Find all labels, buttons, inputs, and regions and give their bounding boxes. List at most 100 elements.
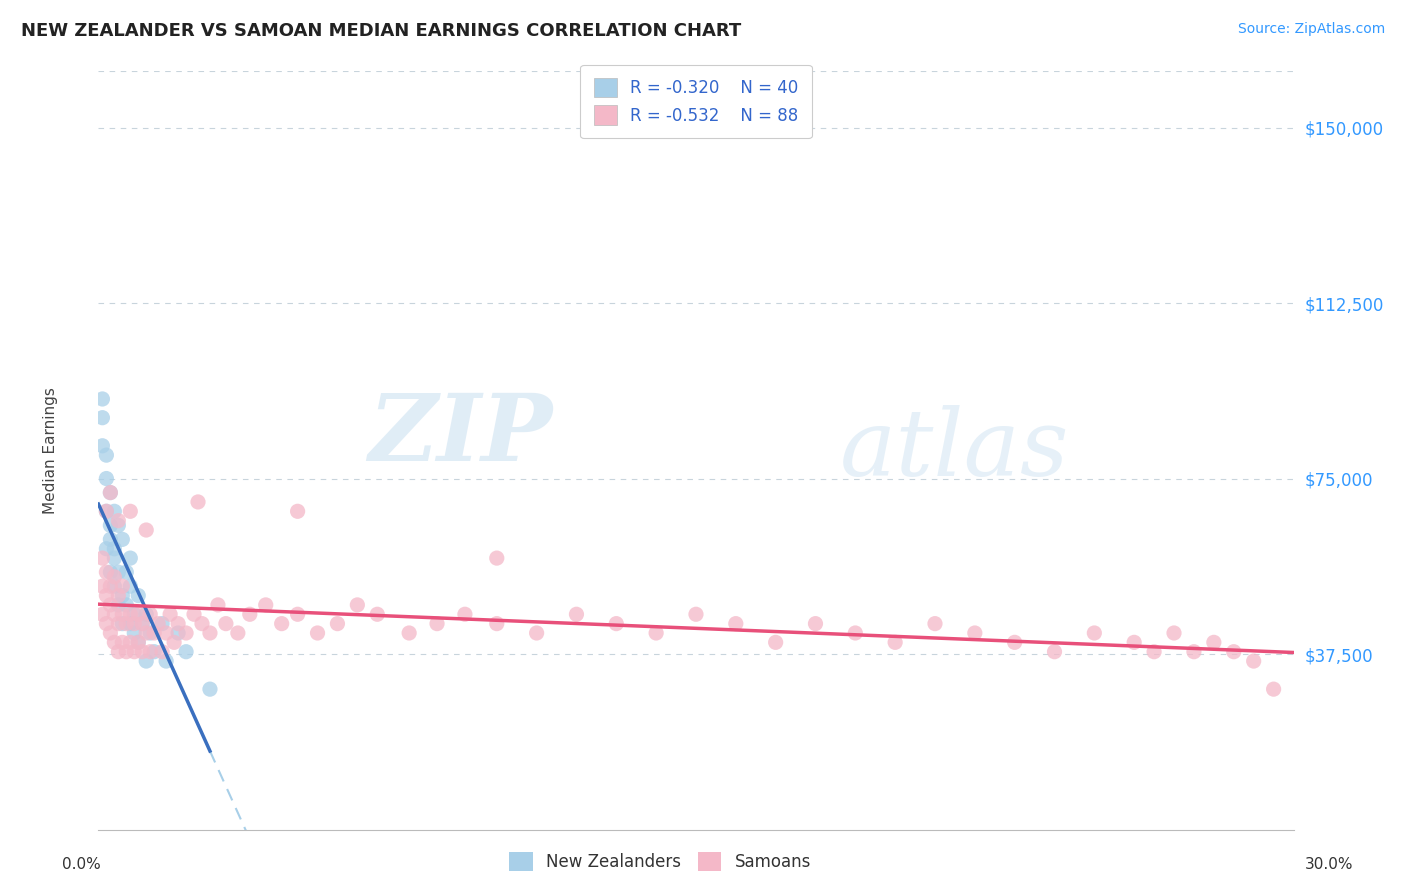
Point: [287, 607, 309, 622]
Point: [605, 616, 627, 631]
Point: [685, 607, 707, 622]
Point: [124, 626, 146, 640]
Text: ZIP: ZIP: [368, 391, 553, 480]
Point: [254, 598, 277, 612]
Point: [135, 654, 157, 668]
Point: [120, 635, 142, 649]
Point: [924, 616, 946, 631]
Point: [398, 626, 420, 640]
Point: [96, 565, 118, 579]
Point: [207, 598, 229, 612]
Point: [98, 579, 122, 593]
Point: [167, 616, 190, 631]
Point: [91, 551, 114, 566]
Point: [103, 541, 125, 556]
Point: [120, 551, 142, 566]
Point: [326, 616, 349, 631]
Point: [124, 645, 146, 659]
Point: [1083, 626, 1105, 640]
Point: [111, 533, 134, 547]
Point: [167, 626, 190, 640]
Point: [111, 635, 134, 649]
Legend: New Zealanders, Samoans: New Zealanders, Samoans: [503, 846, 817, 878]
Point: [127, 607, 149, 622]
Point: [198, 626, 221, 640]
Point: [107, 589, 129, 603]
Point: [884, 635, 907, 649]
Point: [91, 607, 114, 622]
Text: NEW ZEALANDER VS SAMOAN MEDIAN EARNINGS CORRELATION CHART: NEW ZEALANDER VS SAMOAN MEDIAN EARNINGS …: [21, 22, 741, 40]
Point: [135, 607, 157, 622]
Point: [1043, 645, 1066, 659]
Point: [287, 504, 309, 518]
Point: [1004, 635, 1026, 649]
Point: [724, 616, 747, 631]
Point: [1243, 654, 1265, 668]
Point: [198, 682, 221, 697]
Point: [565, 607, 588, 622]
Point: [107, 616, 129, 631]
Point: [124, 607, 146, 622]
Text: Median Earnings: Median Earnings: [44, 387, 58, 514]
Point: [1163, 626, 1185, 640]
Point: [1223, 645, 1246, 659]
Point: [98, 485, 122, 500]
Point: [98, 533, 122, 547]
Point: [148, 616, 170, 631]
Point: [96, 448, 118, 462]
Point: [155, 654, 177, 668]
Point: [107, 518, 129, 533]
Point: [103, 607, 125, 622]
Point: [96, 589, 118, 603]
Point: [91, 410, 114, 425]
Point: [127, 635, 149, 649]
Point: [1143, 645, 1166, 659]
Point: [139, 626, 162, 640]
Point: [111, 589, 134, 603]
Point: [103, 570, 125, 584]
Point: [426, 616, 449, 631]
Text: Source: ZipAtlas.com: Source: ZipAtlas.com: [1237, 22, 1385, 37]
Point: [98, 626, 122, 640]
Point: [804, 616, 827, 631]
Point: [346, 598, 368, 612]
Point: [115, 645, 138, 659]
Point: [91, 439, 114, 453]
Point: [107, 645, 129, 659]
Point: [96, 616, 118, 631]
Point: [96, 541, 118, 556]
Point: [135, 523, 157, 537]
Point: [150, 645, 173, 659]
Point: [98, 518, 122, 533]
Point: [270, 616, 292, 631]
Point: [454, 607, 477, 622]
Point: [107, 514, 129, 528]
Point: [143, 626, 166, 640]
Point: [765, 635, 787, 649]
Point: [111, 607, 134, 622]
Point: [120, 607, 142, 622]
Point: [143, 645, 166, 659]
Point: [1263, 682, 1285, 697]
Point: [645, 626, 668, 640]
Text: atlas: atlas: [839, 406, 1069, 495]
Text: 0.0%: 0.0%: [62, 857, 101, 872]
Point: [103, 504, 125, 518]
Point: [127, 635, 149, 649]
Point: [1123, 635, 1146, 649]
Point: [155, 626, 177, 640]
Point: [307, 626, 329, 640]
Point: [120, 616, 142, 631]
Point: [103, 551, 125, 566]
Point: [1182, 645, 1205, 659]
Point: [226, 626, 249, 640]
Point: [150, 616, 173, 631]
Point: [98, 565, 122, 579]
Point: [183, 607, 205, 622]
Point: [159, 607, 181, 622]
Point: [98, 598, 122, 612]
Point: [963, 626, 986, 640]
Point: [115, 616, 138, 631]
Point: [131, 645, 153, 659]
Point: [91, 579, 114, 593]
